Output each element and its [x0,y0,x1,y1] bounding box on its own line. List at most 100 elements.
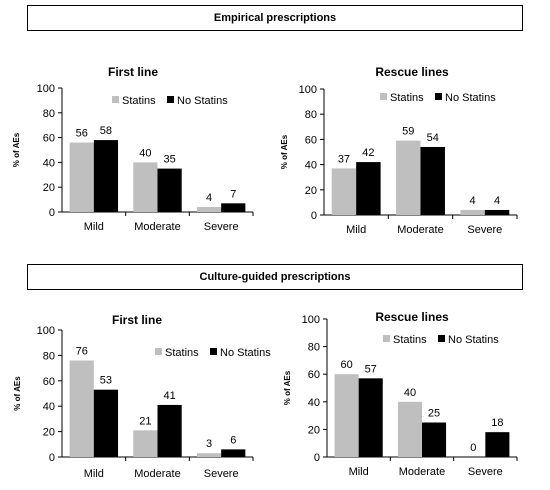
y-tick-label: 60 [43,133,55,145]
y-axis-label: % of AEs [12,132,21,167]
y-tick-label: 100 [37,325,55,337]
y-tick-label: 80 [305,109,317,121]
bar-statins-severe [196,207,222,212]
bar-statins-severe [196,453,222,457]
bar-no-statins-mild [93,140,119,212]
legend-label-no-statins: No Statins [448,334,499,346]
y-tick-label: 100 [302,314,320,326]
data-label: 59 [402,126,414,138]
bar-statins-mild [69,142,94,212]
bar-no-statins-severe [484,209,510,215]
chart-title: First line [112,313,162,327]
chart-culture-rescue-lines: Rescue lines % of AEs 0 20 40 60 80 100 60 57 Mild… [272,303,550,485]
bar-no-statins-moderate [420,146,445,215]
bar-statins-mild [69,360,94,457]
y-tick-label: 20 [43,427,55,439]
y-tick-label: 80 [308,342,320,354]
data-label: 54 [427,132,439,144]
x-tick-label: Mild [349,466,369,478]
x-tick-label: Mild [84,468,104,480]
data-label: 40 [404,387,416,399]
y-axis-label: % of AEs [280,134,289,169]
data-label: 21 [139,415,151,427]
x-tick-label: Severe [467,224,502,236]
data-label: 6 [230,434,236,446]
legend-label-no-statins: No Statins [445,92,496,104]
data-label: 58 [100,125,112,137]
data-label: 25 [428,408,440,420]
bar-no-statins-moderate [157,404,182,457]
x-tick-label: Moderate [397,224,443,236]
data-label: 60 [341,359,353,371]
data-label: 40 [139,147,151,159]
bar-statins-moderate [397,401,422,457]
y-tick-label: 20 [43,182,55,194]
legend-swatch-statins [383,335,390,342]
data-label: 57 [365,363,377,375]
section-header-culture-guided: Culture-guided prescriptions [27,264,523,290]
legend-label-statins: Statins [393,334,427,346]
data-label: 53 [100,375,112,387]
legend-swatch-no-statins [167,96,174,103]
y-tick-label: 40 [305,160,317,172]
legend-label-no-statins: No Statins [220,347,271,359]
y-tick-label: 20 [308,424,320,436]
y-tick-label: 80 [43,350,55,362]
chart-title: Rescue lines [375,310,449,324]
y-tick-label: 0 [311,210,317,222]
chart-empirical-first-line: First line % of AEs 0 20 40 60 80 100 56 58 Mild 40… [0,50,272,245]
bar-no-statins-mild [358,378,383,457]
bar-statins-severe [460,209,485,215]
bar-no-statins-severe [221,203,246,212]
data-label: 35 [163,154,175,166]
bar-statins-moderate [133,162,158,212]
chart-title: Rescue lines [375,65,449,79]
legend-swatch-statins [112,96,119,103]
legend-swatch-statins [380,93,387,100]
y-tick-label: 0 [314,452,320,464]
y-axis-label: % of AEs [283,370,292,405]
data-label: 4 [494,195,500,207]
x-tick-label: Mild [84,221,104,233]
legend-swatch-no-statins [438,335,445,342]
bar-no-statins-severe [221,449,246,457]
data-label: 4 [470,195,476,207]
bar-no-statins-moderate [157,168,182,212]
y-tick-label: 40 [43,401,55,413]
legend-swatch-statins [155,348,162,355]
y-tick-label: 60 [43,376,55,388]
x-tick-label: Severe [468,466,503,478]
data-label: 37 [338,153,350,165]
bar-no-statins-severe [485,432,510,457]
y-tick-label: 60 [305,134,317,146]
legend-label-statins: Statins [122,95,156,107]
y-tick-label: 100 [299,84,317,96]
chart-svg: First line % of AEs 0 20 40 60 80 100 76 53 Mild 21… [13,313,271,480]
y-tick-label: 40 [308,397,320,409]
chart-svg: Rescue lines % of AEs 0 20 40 60 80 100 37 42 Mild… [280,65,518,236]
bar-no-statins-mild [356,162,381,215]
bar-no-statins-moderate [422,422,447,457]
data-label: 41 [163,390,175,402]
data-label: 7 [230,188,236,200]
legend-swatch-no-statins [435,93,442,100]
y-tick-label: 40 [43,157,55,169]
y-tick-label: 0 [49,452,55,464]
y-axis-label: % of AEs [13,376,22,411]
bar-statins-moderate [396,140,421,215]
x-tick-label: Moderate [399,466,445,478]
bar-statins-mild [331,168,357,215]
chart-culture-first-line: First line % of AEs 0 20 40 60 80 100 76 53 Mild 21… [0,303,272,485]
legend-label-statins: Statins [165,347,199,359]
bar-statins-mild [334,374,359,457]
bar-statins-moderate [133,430,158,457]
x-tick-label: Severe [204,221,239,233]
data-label: 4 [206,192,212,204]
y-tick-label: 20 [305,185,317,197]
y-tick-label: 60 [308,369,320,381]
chart-svg: First line % of AEs 0 20 40 60 80 100 56 58 Mild 40… [12,65,254,233]
chart-empirical-rescue-lines: Rescue lines % of AEs 0 20 40 60 80 100 37 42 Mild… [272,50,550,245]
y-tick-label: 0 [49,207,55,219]
chart-svg: Rescue lines % of AEs 0 20 40 60 80 100 60 57 Mild… [283,310,518,478]
x-tick-label: Moderate [134,468,180,480]
